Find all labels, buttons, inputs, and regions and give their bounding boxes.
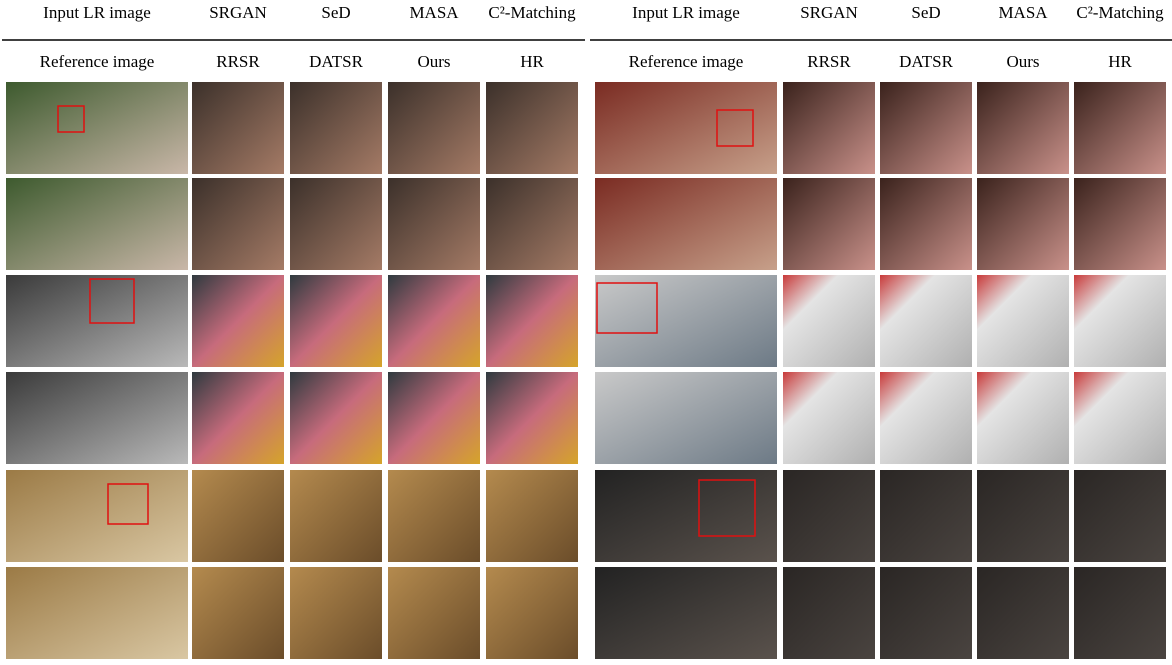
- crop-image: [783, 178, 875, 270]
- input-image: [595, 178, 777, 270]
- zoom-box: [716, 109, 754, 147]
- zoom-box: [698, 479, 756, 537]
- zoom-box: [596, 282, 658, 334]
- column-label: Ours: [417, 52, 450, 71]
- column-label: DATSR: [899, 52, 954, 71]
- input-image: [6, 178, 188, 270]
- crop-image: [1074, 178, 1166, 270]
- column-label: MASA: [409, 3, 459, 22]
- crop-image: [388, 178, 480, 270]
- crop-image: [1074, 275, 1166, 367]
- input-image: [6, 372, 188, 464]
- crop-image: [290, 178, 382, 270]
- crop-image: [783, 470, 875, 562]
- input-image: [595, 275, 777, 367]
- crop-image: [1074, 82, 1166, 174]
- crop-image: [192, 470, 284, 562]
- crop-image: [486, 372, 578, 464]
- input-image: [6, 567, 188, 659]
- input-image: [595, 470, 777, 562]
- zoom-box: [57, 105, 85, 133]
- column-label: Input LR image: [43, 3, 151, 22]
- crop-image: [290, 567, 382, 659]
- column-label: Reference image: [40, 52, 155, 71]
- column-label: RRSR: [216, 52, 260, 71]
- column-label: SRGAN: [209, 3, 267, 22]
- column-label: HR: [520, 52, 544, 71]
- crop-image: [977, 82, 1069, 174]
- crop-image: [486, 470, 578, 562]
- zoom-box: [107, 483, 149, 525]
- crop-image: [486, 178, 578, 270]
- crop-image: [783, 82, 875, 174]
- crop-image: [388, 82, 480, 174]
- crop-image: [1074, 567, 1166, 659]
- column-label: SeD: [321, 3, 350, 22]
- column-label: Reference image: [629, 52, 744, 71]
- column-label: SRGAN: [800, 3, 858, 22]
- input-image: [6, 82, 188, 174]
- crop-image: [290, 372, 382, 464]
- crop-image: [388, 372, 480, 464]
- crop-image: [192, 178, 284, 270]
- crop-image: [388, 470, 480, 562]
- column-label: MASA: [998, 3, 1048, 22]
- input-image: [6, 275, 188, 367]
- crop-image: [290, 82, 382, 174]
- crop-image: [880, 275, 972, 367]
- crop-image: [783, 567, 875, 659]
- crop-image: [192, 275, 284, 367]
- crop-image: [290, 470, 382, 562]
- crop-image: [388, 275, 480, 367]
- column-label: HR: [1108, 52, 1132, 71]
- crop-image: [1074, 470, 1166, 562]
- crop-image: [977, 275, 1069, 367]
- crop-image: [880, 372, 972, 464]
- crop-image: [880, 470, 972, 562]
- crop-image: [977, 178, 1069, 270]
- crop-image: [192, 372, 284, 464]
- crop-image: [1074, 372, 1166, 464]
- column-label: C²-Matching: [488, 3, 576, 22]
- crop-image: [783, 372, 875, 464]
- crop-image: [388, 567, 480, 659]
- crop-image: [486, 275, 578, 367]
- crop-image: [783, 275, 875, 367]
- input-image: [595, 567, 777, 659]
- crop-image: [977, 470, 1069, 562]
- crop-image: [192, 82, 284, 174]
- crop-image: [486, 567, 578, 659]
- crop-image: [977, 372, 1069, 464]
- crop-image: [486, 82, 578, 174]
- column-label: RRSR: [807, 52, 851, 71]
- input-image: [6, 470, 188, 562]
- column-label: SeD: [911, 3, 940, 22]
- column-label: Ours: [1006, 52, 1039, 71]
- column-label: Input LR image: [632, 3, 740, 22]
- input-image: [595, 82, 777, 174]
- crop-image: [977, 567, 1069, 659]
- crop-image: [880, 567, 972, 659]
- column-label: DATSR: [309, 52, 364, 71]
- column-label: C²-Matching: [1076, 3, 1164, 22]
- input-image: [595, 372, 777, 464]
- crop-image: [290, 275, 382, 367]
- crop-image: [880, 82, 972, 174]
- zoom-box: [89, 278, 135, 324]
- crop-image: [880, 178, 972, 270]
- crop-image: [192, 567, 284, 659]
